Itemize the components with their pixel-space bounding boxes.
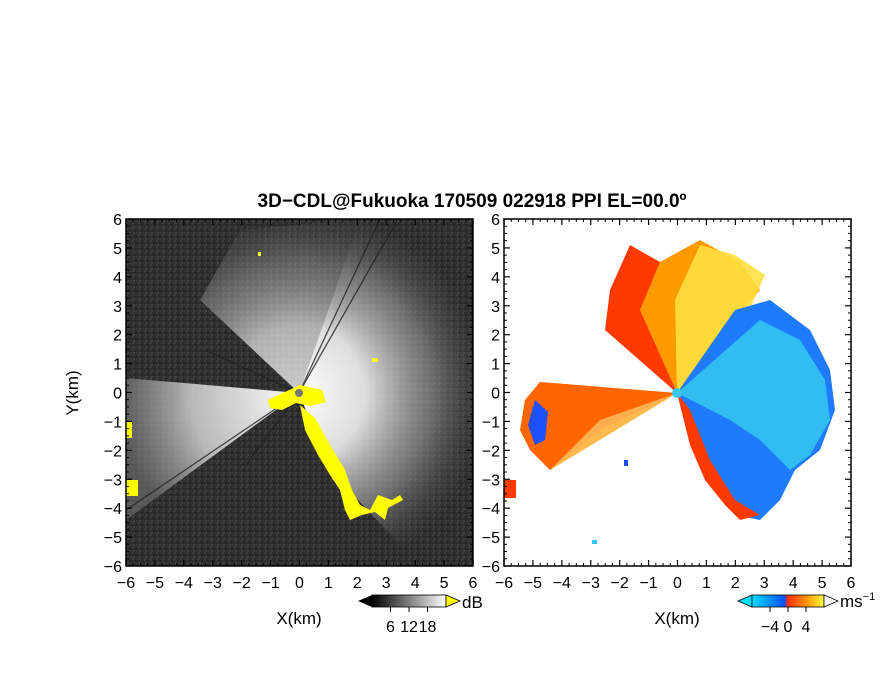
x-tick-label: −5 <box>524 575 542 592</box>
velocity-axes-ticks: −6 −5 −4 −3 −2 −1 0 1 2 3 4 5 6 −6 −5 −4 −3 −2 −1 0 1 2 3 4 5 6 <box>482 212 856 592</box>
colorbar-tick-label: 18 <box>419 619 437 636</box>
velocity-echo-southeast-red <box>677 393 760 520</box>
y-tick-label: −2 <box>482 443 500 460</box>
x-tick-label: −4 <box>553 575 571 592</box>
x-tick-label: −1 <box>639 575 657 592</box>
x-tick-label: −6 <box>117 575 135 592</box>
velocity-xlabel: X(km) <box>654 609 699 628</box>
x-tick-label: −2 <box>233 575 251 592</box>
clutter-echo <box>126 252 403 520</box>
velocity-colorbar-unit: ms−1 <box>840 591 875 611</box>
y-tick-label: −4 <box>104 501 122 518</box>
y-tick-label: 5 <box>491 241 500 258</box>
reflectivity-colorbar-unit: dB <box>462 593 483 612</box>
colorbar-max-arrow <box>445 594 462 608</box>
y-tick-label: 4 <box>113 270 122 287</box>
x-tick-label: 6 <box>469 575 478 592</box>
reflectivity-echo-west <box>126 378 299 520</box>
reflectivity-field <box>126 219 473 566</box>
y-tick-label: −1 <box>482 414 500 431</box>
y-tick-label: 6 <box>113 212 122 229</box>
x-tick-label: 5 <box>440 575 449 592</box>
velocity-echo-east-cyan <box>677 320 830 470</box>
y-tick-label: 6 <box>491 212 500 229</box>
x-tick-label: 3 <box>760 575 769 592</box>
x-tick-label: 0 <box>673 575 682 592</box>
y-tick-label: −6 <box>482 559 500 576</box>
x-tick-label: −1 <box>261 575 279 592</box>
x-tick-label: −6 <box>495 575 513 592</box>
colorbar-tick-label: 0 <box>784 619 793 636</box>
x-tick-label: 1 <box>702 575 711 592</box>
reflectivity-xlabel: X(km) <box>276 609 321 628</box>
x-tick-label: 0 <box>295 575 304 592</box>
y-tick-label: −2 <box>104 443 122 460</box>
y-tick-label: 1 <box>491 357 500 374</box>
y-tick-label: −3 <box>104 472 122 489</box>
x-tick-label: −5 <box>146 575 164 592</box>
y-tick-label: −3 <box>482 472 500 489</box>
y-tick-label: −5 <box>482 530 500 547</box>
y-tick-label: 0 <box>113 386 122 403</box>
x-tick-label: −2 <box>611 575 629 592</box>
colorbar-min-arrow <box>358 595 372 607</box>
x-tick-label: 6 <box>847 575 856 592</box>
x-tick-label: −4 <box>175 575 193 592</box>
velocity-field <box>504 219 851 566</box>
y-tick-label: 2 <box>491 328 500 345</box>
x-tick-label: 4 <box>411 575 420 592</box>
y-tick-label: 0 <box>491 386 500 403</box>
x-tick-label: 2 <box>353 575 362 592</box>
reflectivity-colorbar: dB 6 12 18 <box>358 593 483 636</box>
colorbar-tick-label: 6 <box>386 619 395 636</box>
y-tick-label: −5 <box>104 530 122 547</box>
colorbar-max-arrow <box>823 594 840 608</box>
x-tick-label: 4 <box>789 575 798 592</box>
colorbar-tick-label: 12 <box>400 619 418 636</box>
colorbar-min-arrow <box>736 594 753 608</box>
reflectivity-echo-north <box>200 219 360 393</box>
x-tick-label: 1 <box>324 575 333 592</box>
y-tick-label: 2 <box>113 328 122 345</box>
colorbar-tick-label: −4 <box>761 619 779 636</box>
x-tick-label: −3 <box>204 575 222 592</box>
reflectivity-ylabel: Y(km) <box>63 370 82 415</box>
y-tick-label: 1 <box>113 357 122 374</box>
x-tick-label: 2 <box>731 575 740 592</box>
y-tick-label: 5 <box>113 241 122 258</box>
figure-title: 3D−CDL@Fukuoka 170509 022918 PPI EL=00.0… <box>258 191 687 212</box>
velocity-colorbar: ms−1 −4 0 4 <box>736 591 875 636</box>
y-tick-label: −6 <box>104 559 122 576</box>
velocity-panel: −6 −5 −4 −3 −2 −1 0 1 2 3 4 5 6 −6 −5 −4 −3 −2 −1 0 1 2 3 4 5 6 X… <box>482 212 875 636</box>
x-tick-label: 3 <box>382 575 391 592</box>
y-tick-label: 4 <box>491 270 500 287</box>
velocity-echo-north-yellow <box>675 245 765 393</box>
reflectivity-axes-ticks: −6 −5 −4 −3 −2 −1 0 1 2 3 4 5 6 −6 −5 −4 −3 −2 −1 0 1 2 3 4 5 6 <box>104 212 478 592</box>
x-tick-label: −3 <box>582 575 600 592</box>
colorbar-tick-label: 4 <box>802 619 811 636</box>
x-tick-label: 5 <box>818 575 827 592</box>
y-tick-label: −1 <box>104 414 122 431</box>
y-tick-label: 3 <box>113 299 122 316</box>
y-tick-label: 3 <box>491 299 500 316</box>
y-tick-label: −4 <box>482 501 500 518</box>
